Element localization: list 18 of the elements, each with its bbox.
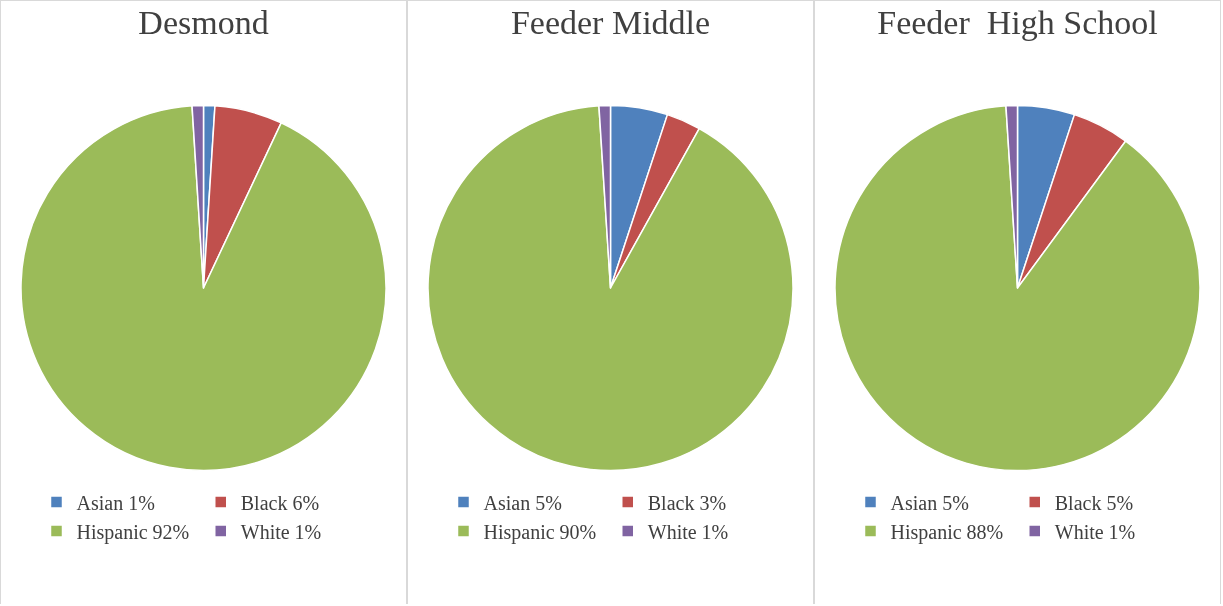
- pie-slice: [427, 105, 794, 472]
- legend-label: Black 5%: [1054, 491, 1134, 514]
- legend-label: Asian 5%: [890, 491, 969, 514]
- legend-label: Hispanic 92%: [76, 520, 190, 544]
- pie-slice: [20, 105, 387, 472]
- legend-label: Asian 5%: [483, 491, 562, 514]
- chart-title: Feeder High School: [877, 3, 1158, 41]
- legend-label: Hispanic 88%: [890, 520, 1004, 544]
- legend-label: Hispanic 90%: [483, 520, 597, 544]
- chart-title: Desmond: [138, 3, 269, 41]
- legend-label: Black 6%: [240, 491, 320, 514]
- legend-label: White 1%: [647, 520, 729, 543]
- legend-label: Black 3%: [647, 491, 727, 514]
- legend-label: White 1%: [1054, 520, 1136, 543]
- legend-label: Asian 1%: [76, 491, 155, 514]
- pie-slice: [834, 105, 1201, 472]
- legend-label: White 1%: [240, 520, 322, 543]
- chart-title: Feeder Middle: [510, 3, 711, 41]
